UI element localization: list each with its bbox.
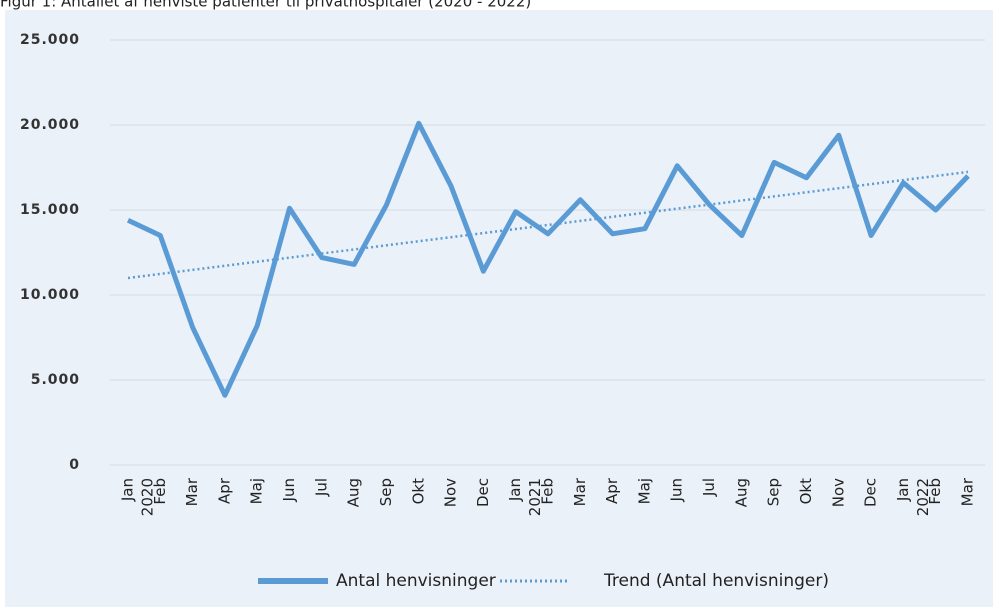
chart-title: Figur 1: Antallet af henviste patienter …	[0, 0, 531, 11]
x-tick-label: Jan	[894, 478, 912, 502]
x-tick-label: Maj	[635, 478, 653, 504]
x-tick-label: Apr	[215, 477, 233, 504]
x-tick-label: Dec	[474, 478, 492, 507]
x-tick-label: Aug	[732, 478, 750, 507]
y-tick-label: 15.000	[20, 202, 80, 218]
y-tick-label: 25.000	[20, 32, 80, 48]
x-tick-label: Jun	[280, 478, 298, 502]
x-tick-label: Mar	[959, 477, 977, 506]
x-tick-label: Mar	[571, 477, 589, 506]
year-label: 2020	[139, 478, 157, 516]
x-tick-label: Mar	[183, 477, 201, 506]
y-tick-label: 10.000	[20, 287, 80, 303]
x-tick-label: Okt	[797, 478, 815, 504]
trend-line	[127, 170, 969, 280]
x-tick-label: Aug	[345, 478, 363, 507]
x-tick-label: Maj	[248, 478, 266, 504]
x-tick-label: Sep	[377, 478, 395, 506]
x-tick-label: Apr	[603, 477, 621, 504]
x-tick-label: Feb	[151, 478, 169, 505]
y-tick-label: 20.000	[20, 117, 80, 133]
x-tick-label: Jan	[119, 478, 137, 502]
x-tick-label: Nov	[442, 478, 460, 507]
x-tick-label: Okt	[409, 478, 427, 504]
x-tick-label: Dec	[862, 478, 880, 507]
x-tick-label: Sep	[765, 478, 783, 506]
x-tick-label: Jul	[312, 478, 330, 497]
x-tick-label: Jan	[506, 478, 524, 502]
chart-background	[5, 10, 993, 607]
legend-label: Trend (Antal henvisninger)	[603, 571, 829, 591]
x-tick-label: Feb	[539, 478, 557, 505]
x-tick-label: Feb	[926, 478, 944, 505]
x-tick-label: Jun	[668, 478, 686, 502]
y-tick-label: 0	[69, 457, 80, 473]
x-tick-label: Jul	[700, 478, 718, 497]
x-tick-label: Nov	[829, 478, 847, 507]
year-label: 2021	[526, 478, 544, 516]
year-label: 2022	[914, 478, 932, 516]
data-line	[126, 120, 970, 398]
legend-label: Antal henvisninger	[336, 571, 496, 591]
y-tick-label: 5.000	[31, 372, 80, 388]
